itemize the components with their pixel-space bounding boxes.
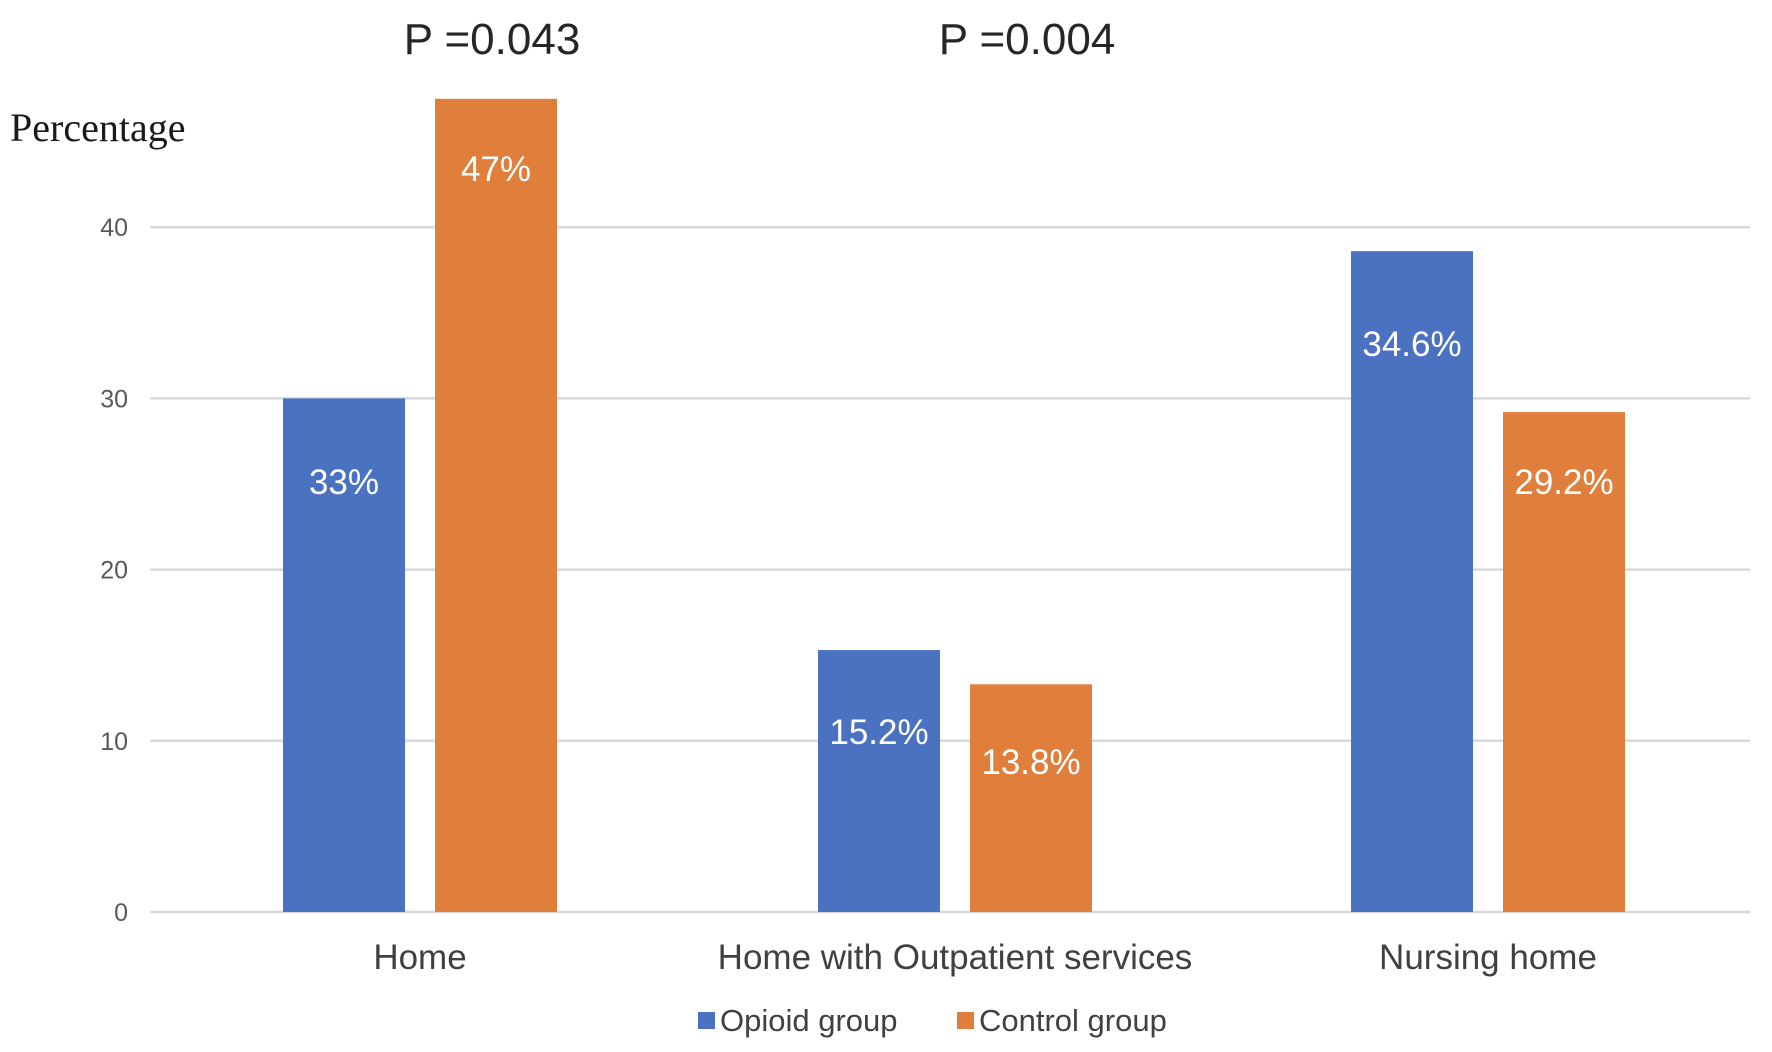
legend-label: Control group [979, 1003, 1167, 1038]
p-value-annotation: P =0.004 [939, 15, 1116, 64]
bar-data-label: 34.6% [1362, 325, 1461, 364]
x-category-label: Home with Outpatient services [718, 938, 1193, 977]
bar-data-label: 29.2% [1514, 463, 1613, 502]
y-axis-label: Percentage [10, 105, 185, 150]
y-tick-label: 10 [100, 728, 128, 756]
bar-opioid-group-2 [1351, 251, 1473, 913]
bar-control-group-0 [435, 98, 557, 913]
bars [283, 98, 1625, 913]
bar-data-label: 15.2% [829, 713, 928, 752]
bar-control-group-2 [1503, 412, 1625, 912]
bar-data-label: 47% [461, 150, 531, 189]
bar-opioid-group-0 [283, 398, 405, 912]
p-value-annotation: P =0.043 [404, 15, 581, 64]
bar-opioid-group-1 [818, 650, 940, 912]
x-category-label: Home [373, 938, 466, 977]
legend-label: Opioid group [720, 1003, 898, 1038]
bar-data-labels: 33% 15.2% 34.6% 47% 13.8% 29.2% [309, 150, 1614, 782]
bar-control-group-1 [970, 684, 1092, 912]
legend: Opioid group Control group [698, 1003, 1167, 1038]
bar-data-label: 13.8% [981, 743, 1080, 782]
y-tick-label: 0 [114, 899, 128, 927]
y-tick-label: 20 [100, 557, 128, 585]
x-axis-categories: Home Home with Outpatient services Nursing… [373, 938, 1597, 977]
x-category-label: Nursing home [1379, 938, 1597, 977]
gridlines [150, 225, 1750, 914]
legend-swatch [698, 1012, 715, 1029]
y-tick-label: 30 [100, 385, 128, 413]
legend-swatch [957, 1012, 974, 1029]
y-tick-label: 40 [100, 214, 128, 242]
bar-data-label: 33% [309, 463, 379, 502]
y-axis-ticks: 0 10 20 30 40 [100, 214, 128, 927]
p-value-annotations: P =0.043 P =0.004 [404, 15, 1116, 64]
